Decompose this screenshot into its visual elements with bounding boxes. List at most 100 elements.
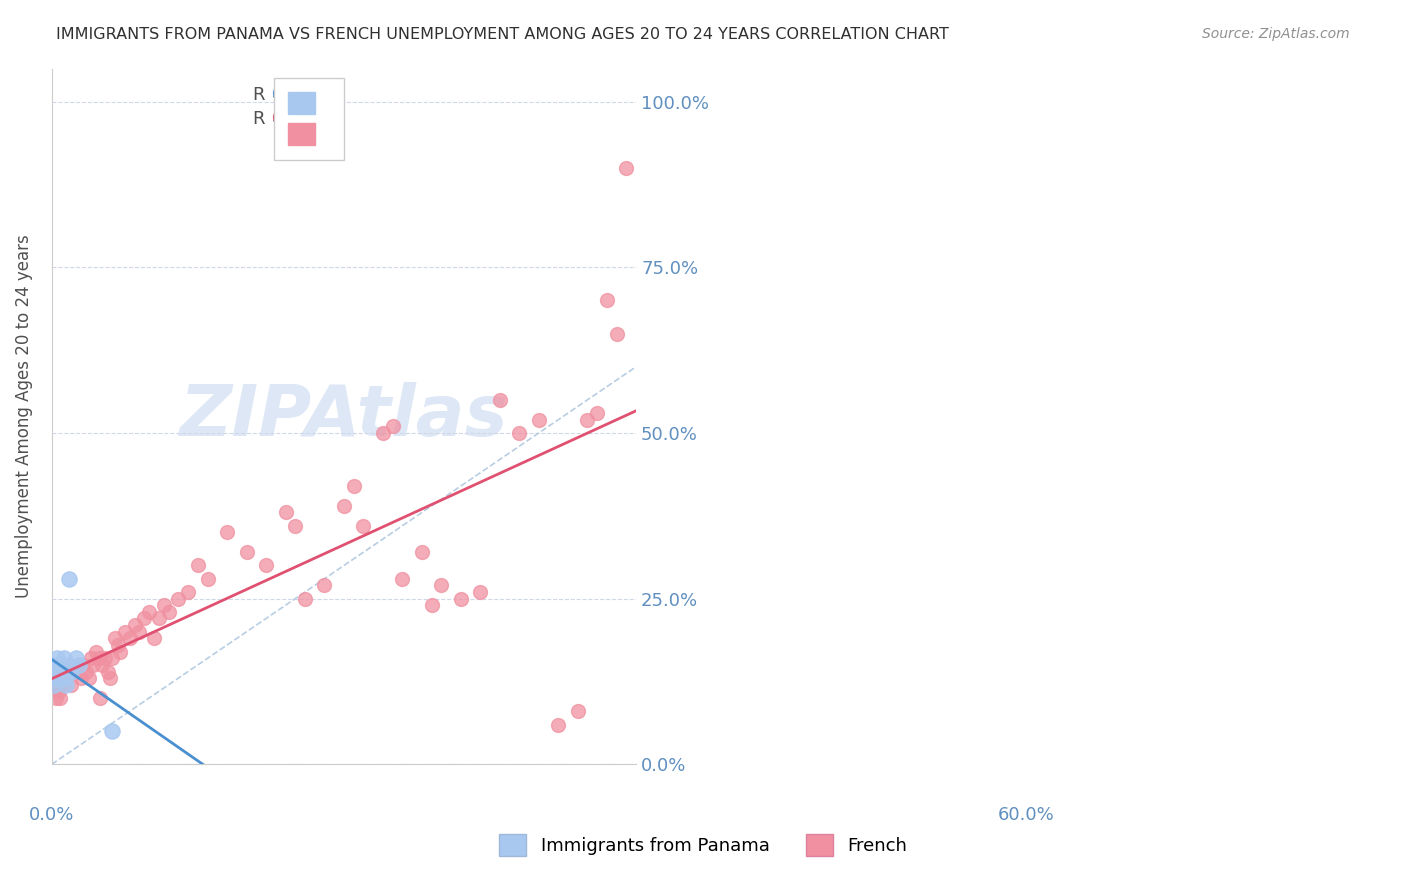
- Point: [138, 605, 160, 619]
- Point: [60, 665, 83, 679]
- Point: [391, 572, 413, 586]
- Point: [596, 293, 619, 308]
- Point: [87, 651, 110, 665]
- Text: 0.652: 0.652: [271, 111, 328, 128]
- Point: [45, 671, 67, 685]
- Point: [197, 572, 219, 586]
- Text: R =: R =: [253, 111, 292, 128]
- Text: 19: 19: [311, 86, 335, 103]
- Text: Source: ZipAtlas.com: Source: ZipAtlas.com: [1202, 27, 1350, 41]
- Point: [97, 665, 120, 679]
- Point: [314, 578, 336, 592]
- Point: [55, 671, 77, 685]
- Point: [488, 392, 510, 407]
- Point: [420, 599, 443, 613]
- Point: [411, 545, 433, 559]
- Point: [44, 684, 66, 698]
- Text: 0.0%: 0.0%: [30, 806, 75, 824]
- Point: [48, 671, 70, 685]
- Point: [450, 591, 472, 606]
- Point: [42, 678, 65, 692]
- Point: [80, 651, 103, 665]
- Point: [616, 161, 638, 175]
- Point: [82, 657, 104, 672]
- Point: [274, 506, 297, 520]
- Point: [470, 585, 492, 599]
- Point: [84, 645, 107, 659]
- Point: [508, 425, 530, 440]
- Point: [371, 425, 394, 440]
- Point: [91, 657, 114, 672]
- Point: [58, 657, 80, 672]
- Point: [89, 691, 111, 706]
- Point: [343, 479, 366, 493]
- Point: [48, 691, 70, 706]
- Text: R =: R =: [253, 86, 292, 103]
- Point: [118, 632, 141, 646]
- Legend: Immigrants from Panama, French: Immigrants from Panama, French: [491, 825, 915, 865]
- Point: [75, 665, 97, 679]
- Point: [70, 671, 93, 685]
- Point: [52, 665, 75, 679]
- Point: [187, 558, 209, 573]
- Point: [72, 657, 94, 672]
- Point: [430, 578, 453, 592]
- Point: [46, 678, 69, 692]
- Point: [55, 678, 77, 692]
- Point: [567, 704, 589, 718]
- Point: [98, 671, 121, 685]
- Point: [547, 717, 569, 731]
- Point: [152, 599, 174, 613]
- Point: [58, 572, 80, 586]
- Point: [46, 665, 69, 679]
- Point: [52, 665, 75, 679]
- Point: [284, 518, 307, 533]
- Point: [101, 724, 124, 739]
- Point: [254, 558, 277, 573]
- Point: [107, 638, 129, 652]
- Point: [157, 605, 180, 619]
- Point: [55, 671, 77, 685]
- Point: [333, 499, 356, 513]
- Point: [65, 651, 87, 665]
- Point: [167, 591, 190, 606]
- Y-axis label: Unemployment Among Ages 20 to 24 years: Unemployment Among Ages 20 to 24 years: [15, 235, 32, 599]
- Legend: , : ,: [274, 78, 344, 160]
- Point: [45, 691, 67, 706]
- Point: [586, 406, 609, 420]
- Point: [177, 585, 200, 599]
- Point: [294, 591, 316, 606]
- Point: [576, 413, 599, 427]
- Point: [60, 678, 83, 692]
- Text: N =: N =: [294, 86, 335, 103]
- Point: [104, 632, 127, 646]
- Point: [51, 678, 73, 692]
- Point: [527, 413, 550, 427]
- Point: [101, 651, 124, 665]
- Point: [49, 671, 72, 685]
- Point: [381, 419, 404, 434]
- Point: [124, 618, 146, 632]
- Text: 74: 74: [311, 111, 335, 128]
- Point: [134, 611, 156, 625]
- Point: [51, 657, 73, 672]
- Point: [48, 684, 70, 698]
- Point: [48, 657, 70, 672]
- Text: 0.316: 0.316: [271, 86, 328, 103]
- Point: [49, 665, 72, 679]
- Point: [65, 665, 87, 679]
- Point: [148, 611, 170, 625]
- Point: [45, 671, 67, 685]
- Text: ZIPAtlas: ZIPAtlas: [180, 382, 508, 450]
- Point: [217, 525, 239, 540]
- Point: [143, 632, 166, 646]
- Point: [128, 624, 150, 639]
- Point: [51, 671, 73, 685]
- Point: [94, 651, 117, 665]
- Point: [108, 645, 131, 659]
- Text: 60.0%: 60.0%: [997, 806, 1054, 824]
- Text: IMMIGRANTS FROM PANAMA VS FRENCH UNEMPLOYMENT AMONG AGES 20 TO 24 YEARS CORRELAT: IMMIGRANTS FROM PANAMA VS FRENCH UNEMPLO…: [56, 27, 949, 42]
- Point: [53, 651, 76, 665]
- Point: [42, 678, 65, 692]
- Point: [353, 518, 375, 533]
